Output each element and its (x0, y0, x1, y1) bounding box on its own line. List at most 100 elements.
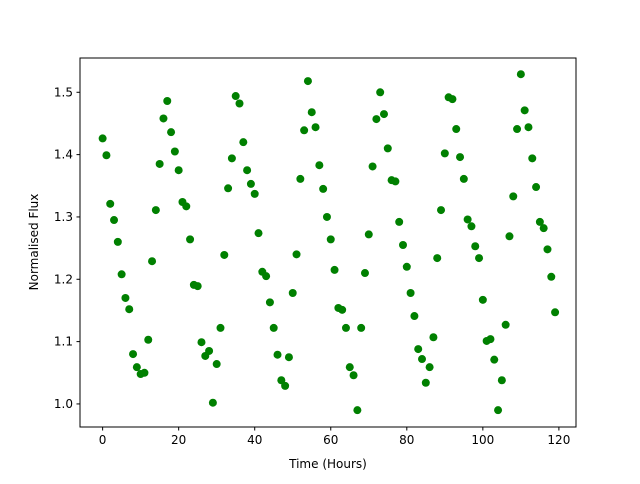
point (440, 149, 449, 158)
point (322, 212, 331, 221)
point (490, 355, 499, 364)
point (539, 224, 548, 233)
point (524, 123, 533, 132)
point (243, 166, 252, 175)
point (357, 323, 366, 332)
point (376, 88, 385, 97)
point (551, 308, 560, 317)
point (452, 125, 461, 134)
point (414, 345, 423, 354)
point (391, 177, 400, 186)
point (418, 355, 427, 364)
x-axis-label: Time (Hours) (288, 457, 367, 471)
point (155, 159, 164, 168)
point (505, 232, 514, 241)
point (406, 288, 415, 297)
point (516, 70, 525, 79)
point (467, 222, 476, 231)
point (326, 235, 335, 244)
point (106, 199, 115, 208)
point (471, 242, 480, 251)
point (182, 202, 191, 211)
point (303, 77, 312, 86)
point (239, 138, 248, 147)
point (224, 184, 233, 193)
y-tick-label: 1.0 (54, 397, 73, 411)
point (186, 235, 195, 244)
point (535, 217, 544, 226)
point (281, 381, 290, 390)
point (497, 376, 506, 385)
point (341, 323, 350, 332)
point (528, 154, 537, 163)
point (167, 128, 176, 137)
y-axis-label: Normalised Flux (27, 194, 41, 291)
point (383, 144, 392, 153)
point (437, 206, 446, 215)
y-tick-label: 1.5 (54, 85, 73, 99)
point (501, 320, 510, 329)
point (277, 376, 286, 385)
point (269, 323, 278, 332)
point (246, 179, 255, 188)
point (456, 153, 465, 162)
point (159, 114, 168, 123)
point (368, 162, 377, 171)
point (174, 166, 183, 175)
point (129, 350, 138, 359)
x-tick-label: 40 (247, 433, 262, 447)
point (273, 350, 282, 359)
y-tick-label: 1.2 (54, 272, 73, 286)
point (98, 134, 107, 143)
point (520, 106, 529, 115)
point (284, 353, 293, 362)
point (144, 335, 153, 344)
point (227, 154, 236, 163)
point (513, 125, 522, 134)
point (212, 360, 221, 369)
point (410, 312, 419, 321)
point (402, 262, 411, 271)
point (486, 335, 495, 344)
point (296, 174, 305, 183)
point (121, 293, 130, 302)
point (125, 305, 134, 314)
point (208, 398, 217, 407)
point (463, 215, 472, 224)
point (117, 270, 126, 279)
point (532, 183, 541, 192)
point (197, 338, 206, 347)
point (360, 269, 369, 278)
point (509, 192, 518, 201)
point (307, 108, 316, 117)
point (288, 288, 297, 297)
point (216, 323, 225, 332)
point (254, 229, 263, 238)
point (220, 250, 229, 259)
point (372, 115, 381, 124)
point (330, 265, 339, 274)
x-tick-label: 120 (547, 433, 570, 447)
plot-frame (79, 57, 577, 428)
point (338, 305, 347, 314)
point (300, 126, 309, 135)
point (319, 184, 328, 193)
point (113, 237, 122, 246)
point (379, 110, 388, 119)
point (475, 254, 484, 263)
point (132, 363, 141, 372)
x-tick-label: 100 (471, 433, 494, 447)
point (163, 97, 172, 106)
point (315, 161, 324, 170)
point (494, 406, 503, 415)
y-tick-label: 1.1 (54, 335, 73, 349)
x-tick-label: 60 (323, 433, 338, 447)
y-tick-label: 1.3 (54, 210, 73, 224)
point (448, 95, 457, 104)
x-tick-label: 20 (171, 433, 186, 447)
point (345, 363, 354, 372)
point (311, 123, 320, 132)
point (398, 240, 407, 249)
point (250, 189, 259, 198)
